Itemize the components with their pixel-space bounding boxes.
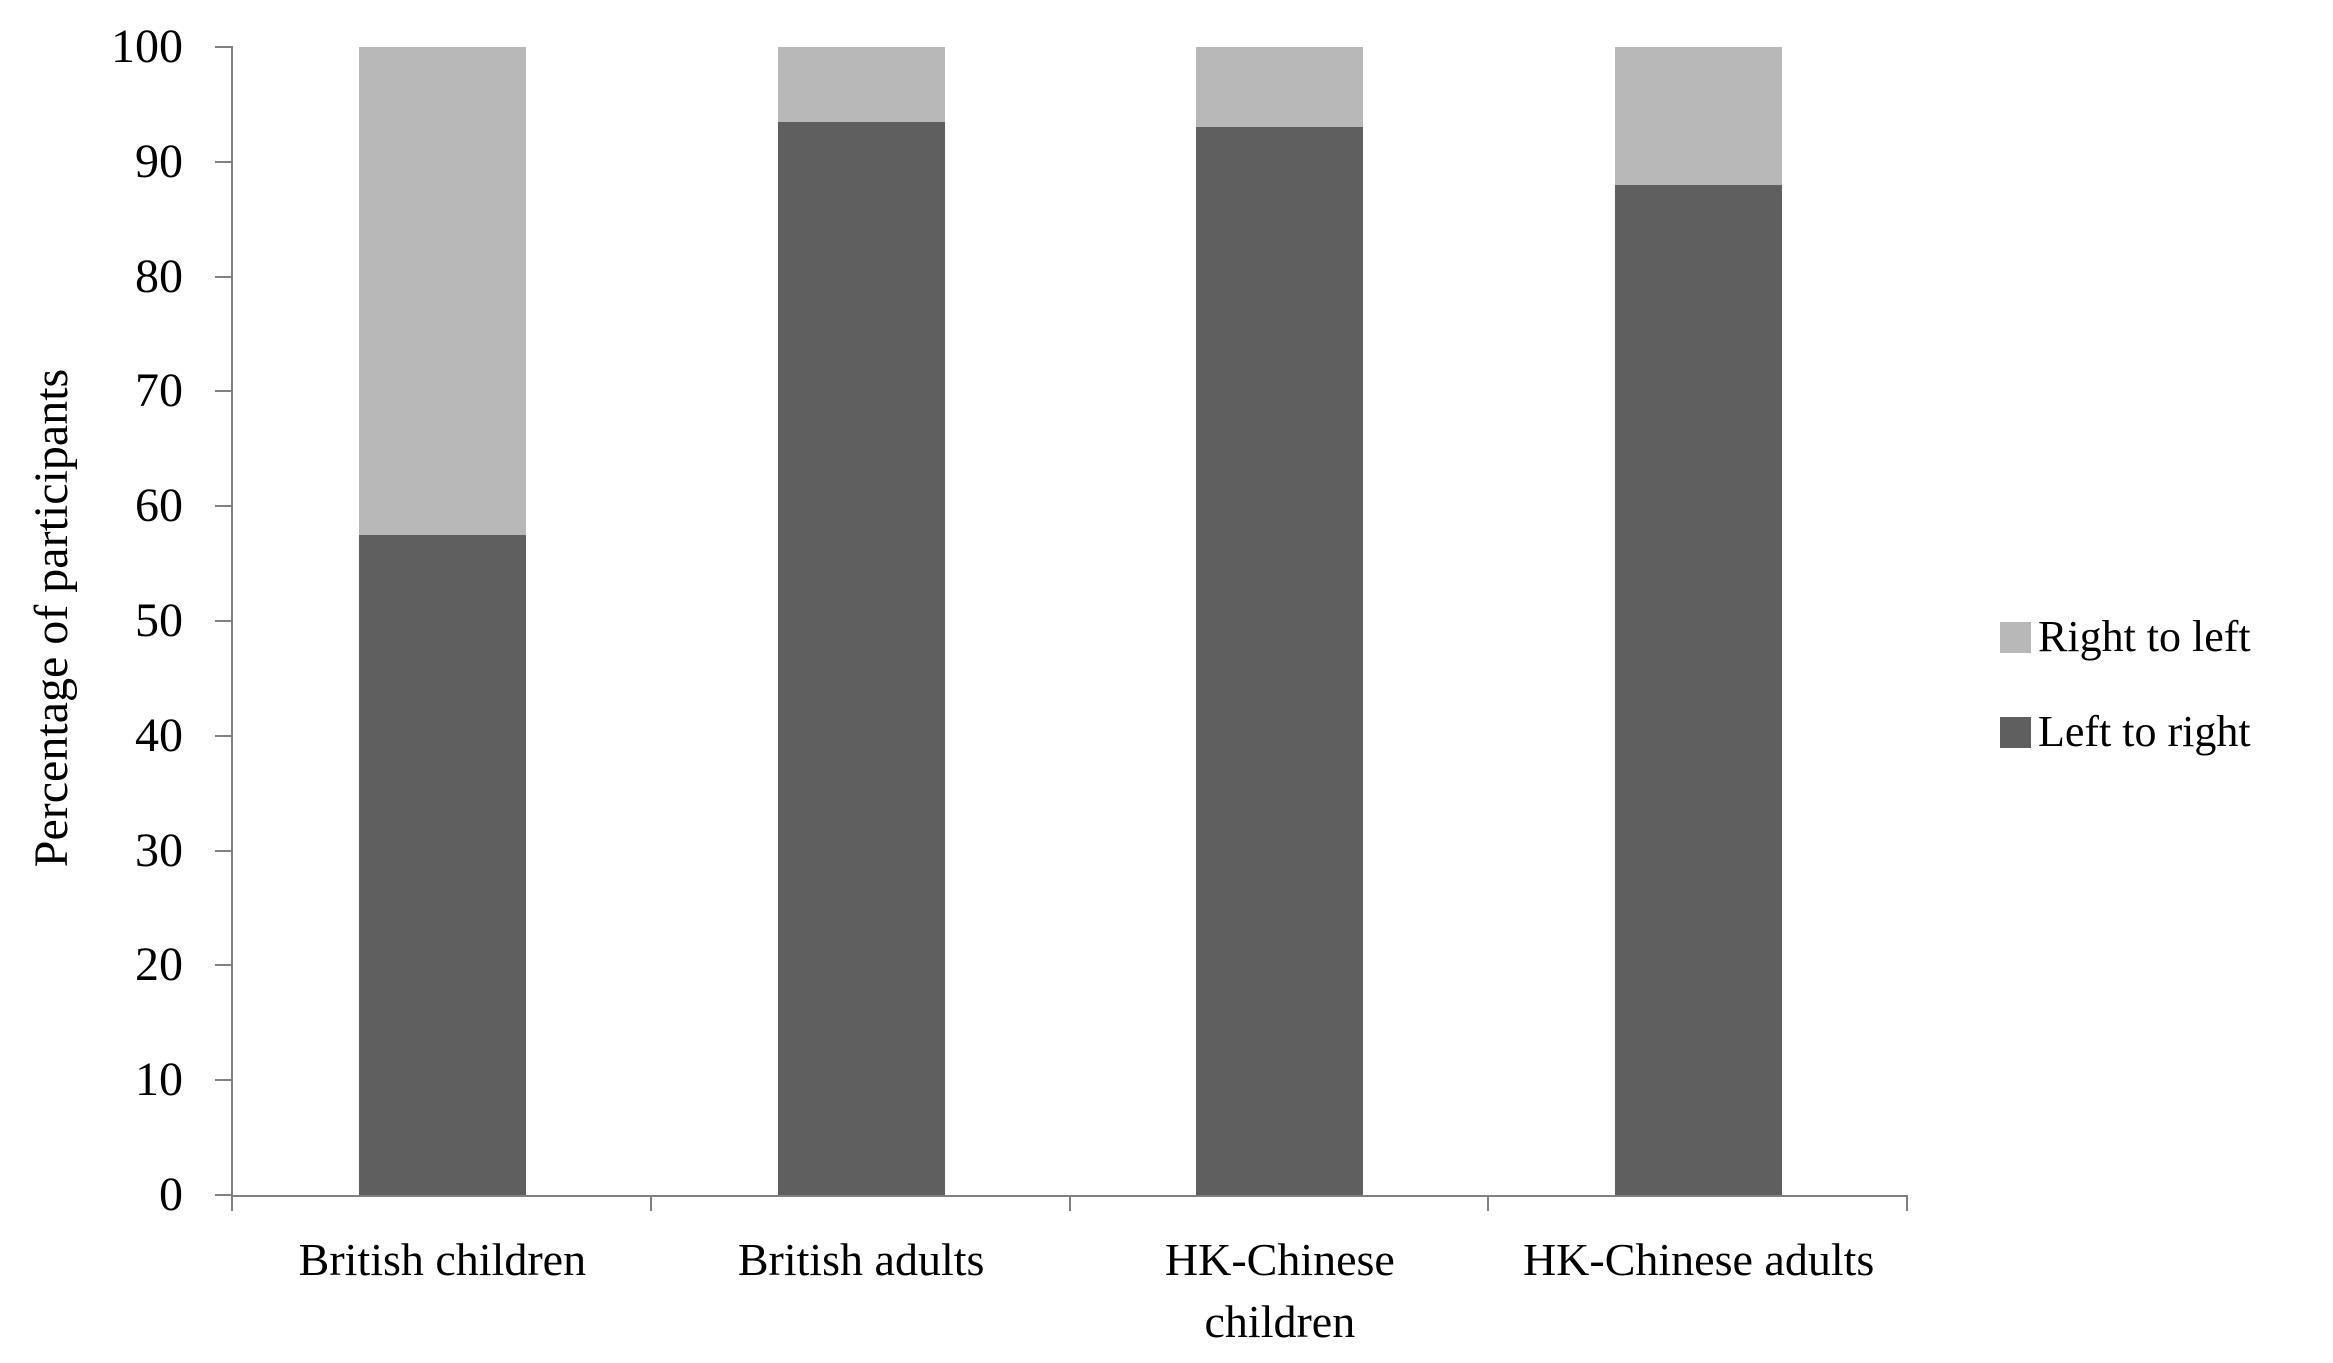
- bar-segment-left-to-right: [777, 121, 945, 1195]
- bar-segment-right-to-left: [358, 47, 526, 535]
- bar-segment-left-to-right: [1196, 127, 1364, 1195]
- x-tick-mark: [649, 1197, 652, 1211]
- category-label: British children: [298, 1234, 587, 1285]
- y-tick-label: 0: [159, 1168, 183, 1221]
- x-tick-mark: [1068, 1197, 1071, 1211]
- legend-swatch-left-to-right: [2000, 716, 2031, 748]
- y-tick-label: 80: [135, 249, 183, 303]
- bar-segment-right-to-left: [777, 47, 945, 122]
- y-tick-label: 100: [111, 20, 183, 73]
- y-tick-mark: [215, 160, 233, 163]
- y-tick-mark: [215, 46, 233, 48]
- bar-segment-right-to-left: [1615, 47, 1783, 185]
- y-tick-label: 70: [135, 364, 183, 418]
- x-tick-mark: [231, 1197, 233, 1211]
- y-tick-label: 60: [135, 479, 183, 533]
- x-tick-mark: [1906, 1197, 1908, 1211]
- category-label: HK-Chinese children: [1164, 1234, 1395, 1347]
- y-tick-mark: [215, 964, 233, 967]
- x-axis-line: [231, 1195, 1908, 1197]
- y-tick-label: 10: [135, 1053, 183, 1107]
- legend-item-right-to-left: Right to left: [2000, 612, 2251, 662]
- y-tick-mark: [215, 505, 233, 508]
- y-tick-label: 50: [135, 594, 183, 647]
- y-tick-mark: [215, 390, 233, 393]
- y-tick-label: 40: [135, 708, 183, 762]
- y-tick-mark: [215, 849, 233, 852]
- y-tick-label: 20: [135, 938, 183, 992]
- y-tick-mark: [215, 1194, 233, 1196]
- bar-segment-left-to-right: [1615, 184, 1783, 1195]
- y-tick-label: 90: [135, 134, 183, 188]
- bar-segment-right-to-left: [1196, 47, 1364, 128]
- bar-segment-left-to-right: [358, 534, 526, 1195]
- category-label: HK-Chinese adults: [1522, 1234, 1875, 1285]
- x-tick-mark: [1487, 1197, 1490, 1211]
- y-tick-label: 30: [135, 823, 183, 877]
- legend-label: Left to right: [2038, 707, 2251, 756]
- y-tick-mark: [215, 275, 233, 278]
- legend-item-left-to-right: Left to right: [2000, 707, 2251, 757]
- y-axis-line: [231, 47, 233, 1211]
- legend-swatch-right-to-left: [2000, 621, 2031, 653]
- y-tick-mark: [215, 620, 233, 622]
- category-label: British adults: [737, 1234, 985, 1285]
- legend-label: Right to left: [2038, 612, 2251, 661]
- y-tick-mark: [215, 734, 233, 737]
- legend: Right to left Left to right: [2000, 612, 2251, 802]
- y-tick-mark: [215, 1079, 233, 1082]
